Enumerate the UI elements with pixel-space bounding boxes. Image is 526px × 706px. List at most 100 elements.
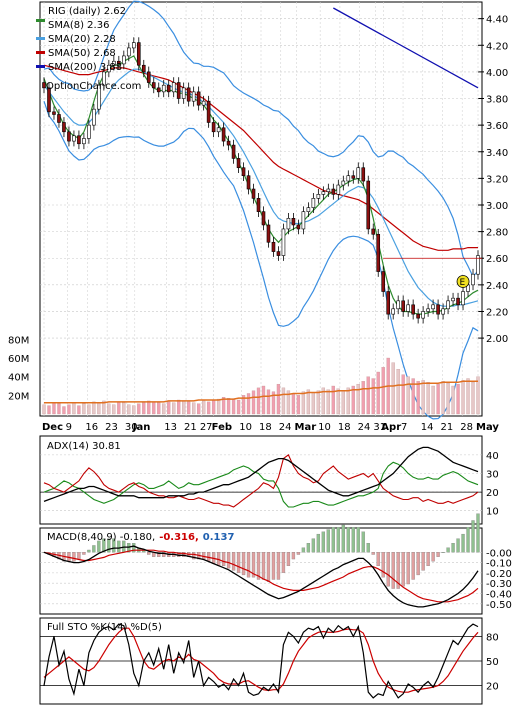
macd-histogram-bar (401, 552, 405, 587)
macd-histogram-bar (266, 552, 271, 582)
macd-histogram-bar (92, 545, 96, 553)
candle-body (67, 131, 71, 142)
candle-body (62, 122, 66, 133)
macd-histogram-bar (391, 552, 395, 589)
macd-histogram-bar (77, 552, 81, 560)
candle-body (231, 144, 236, 159)
legend-title: RIG (daily) 2.62 (48, 6, 126, 17)
price-tick-label: 3.40 (486, 148, 508, 159)
x-tick-label: 31 (373, 422, 386, 433)
x-tick-label: 24 (358, 422, 371, 433)
macd-histogram-bar (241, 552, 246, 576)
volume-bar (296, 395, 301, 415)
candle-body (391, 308, 395, 315)
earnings-marker (456, 275, 470, 288)
candle-body (171, 82, 176, 93)
macd-histogram-bar (157, 552, 161, 557)
macd-signal-line (43, 549, 479, 603)
sma8-line (43, 55, 479, 315)
volume-bar (351, 385, 355, 415)
macd-histogram-bar (316, 533, 321, 553)
legend-swatch-sma20 (36, 37, 45, 40)
candle-body (127, 47, 131, 57)
candle-body (82, 138, 86, 145)
candle-body (186, 87, 191, 102)
candle-body (72, 135, 76, 142)
volume-bar (187, 401, 191, 415)
macd-histogram-bar (301, 547, 306, 553)
volume-bar (286, 390, 291, 415)
volume-bar (441, 381, 445, 415)
candle-body (151, 82, 156, 89)
macd-histogram-bar (286, 552, 291, 567)
adx-panel (39, 435, 483, 525)
candle-body (226, 140, 231, 146)
macd-histogram-bar (346, 527, 350, 553)
x-tick-label: 10 (239, 422, 252, 433)
volume-tick-label: 80M (8, 335, 29, 346)
candle-body (431, 304, 435, 310)
macd-histogram-bar (246, 552, 251, 578)
x-tick-label: Feb (212, 422, 232, 433)
volume-bar (451, 385, 455, 415)
candle-body (176, 82, 181, 99)
macd-histogram-bar (271, 552, 276, 580)
candle-body (102, 71, 106, 86)
volume-bar (216, 398, 221, 415)
volume-bar (266, 389, 271, 415)
candle-body (361, 167, 366, 182)
volume-bar (461, 380, 465, 415)
candle-body (356, 167, 361, 179)
candle-body (316, 194, 321, 199)
stochastic-k-line (43, 623, 479, 699)
price-tick-label: 4.40 (486, 15, 508, 26)
volume-bar (316, 390, 321, 415)
volume-bar (211, 399, 216, 415)
macd-tick-label: -0.30 (486, 579, 512, 590)
candle-body (446, 300, 450, 310)
macd-histogram-bar (371, 552, 375, 555)
candle-body (131, 42, 136, 49)
volume-bar (421, 380, 425, 415)
candle-body (351, 175, 356, 179)
price-tick-label: 2.80 (486, 228, 508, 239)
volume-bar (132, 405, 136, 415)
candle-body (266, 224, 271, 243)
candle-body (321, 191, 326, 195)
volume-bar (172, 402, 176, 415)
macd-histogram-bar (251, 552, 256, 578)
candle-body (166, 84, 171, 93)
macd-signal-value: 0.137 (203, 532, 235, 543)
sma200-line (333, 7, 479, 89)
macd-histogram-bar (97, 540, 101, 553)
macd-line (43, 545, 479, 608)
price-tick-label: 2.00 (486, 334, 508, 345)
bollinger-upper-line (43, 0, 479, 278)
candle-body (107, 64, 111, 73)
candle-body (156, 87, 161, 93)
stochastic-tick-label: 50 (486, 657, 499, 668)
volume-bar (456, 383, 460, 415)
candle-body (246, 175, 251, 190)
sma50-line (43, 64, 478, 251)
volume-bar (87, 404, 91, 415)
candle-body (341, 180, 346, 186)
x-tick-label: 27 (200, 422, 213, 433)
x-tick-label: Dec (42, 422, 63, 433)
candle-body (241, 167, 246, 177)
volume-bar (291, 393, 296, 415)
macd-histogram-bar (221, 552, 226, 567)
volume-bar (97, 402, 101, 415)
volume-bar (431, 385, 435, 415)
x-tick-label: 7 (401, 422, 407, 433)
candle-body (331, 188, 336, 195)
x-tick-label: 16 (85, 422, 98, 433)
x-tick-label: 13 (164, 422, 177, 433)
candle-body (52, 111, 56, 115)
candle-body (196, 91, 201, 106)
volume-bar (47, 405, 51, 415)
macd-histogram-bar (256, 552, 261, 580)
volume-bar (276, 383, 281, 415)
macd-histogram-bar (356, 527, 360, 553)
